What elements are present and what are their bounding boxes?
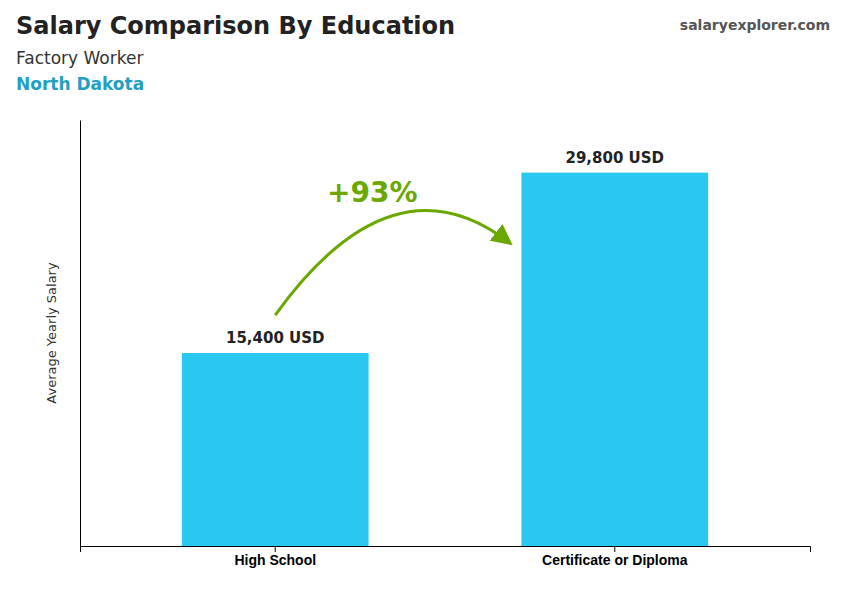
bars — [182, 173, 708, 546]
y-axis — [80, 121, 81, 547]
x-axis: High School Certificate or Diploma — [81, 546, 811, 568]
chart: Salary Comparison By Education Factory Wo… — [0, 0, 850, 606]
x-tick-label: Certificate or Diploma — [542, 552, 688, 568]
change-label: +93% — [327, 176, 417, 209]
bar — [521, 173, 708, 546]
data-labels: 15,400 USD 29,800 USD — [226, 149, 664, 347]
title: Salary Comparison By Education — [16, 12, 455, 40]
watermark: salaryexplorer.com — [680, 17, 830, 33]
x-tick: High School — [234, 546, 316, 568]
plot: High School Certificate or Diploma 15,400 … — [81, 121, 811, 568]
y-axis-line — [80, 121, 81, 547]
change-annotation: +93% — [275, 176, 509, 315]
change-arrow — [275, 211, 509, 316]
x-axis-line — [81, 547, 811, 553]
annotation: North Dakota — [16, 74, 144, 94]
x-tick-label: High School — [234, 552, 316, 568]
y-axis-label: Average Yearly Salary — [44, 262, 59, 404]
x-tick: Certificate or Diploma — [542, 546, 688, 568]
data-label: 15,400 USD — [226, 329, 325, 347]
data-label: 29,800 USD — [565, 149, 664, 167]
bar — [182, 353, 369, 546]
subtitle: Factory Worker — [16, 48, 143, 68]
